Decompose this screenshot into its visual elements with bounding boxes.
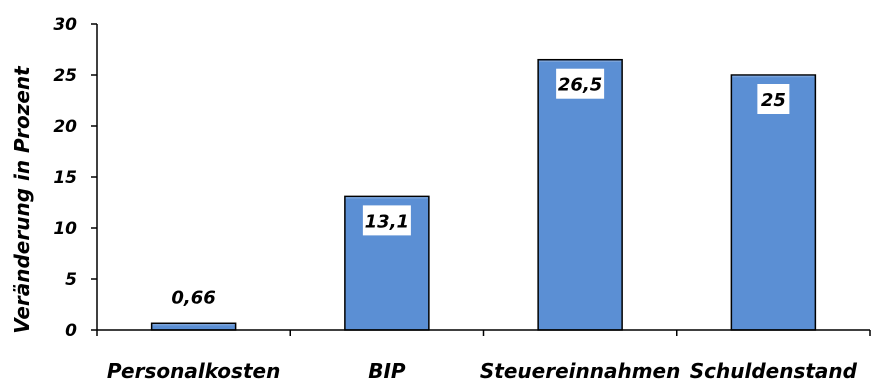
x-category-label: BIP bbox=[368, 359, 406, 383]
data-label-box bbox=[556, 68, 605, 99]
y-tick-label: 30 bbox=[53, 15, 77, 35]
x-axis: Personalkosten BIP Steuereinnahmen Schulden… bbox=[96, 329, 871, 383]
data-label: 13,1 bbox=[365, 211, 409, 232]
x-category-label: Personalkosten bbox=[107, 359, 280, 383]
data-label: 25 bbox=[761, 90, 786, 111]
bars: 0,66 13,1 26,5 25 bbox=[150, 58, 817, 331]
y-tick-label: 20 bbox=[53, 117, 77, 137]
data-label: 0,66 bbox=[171, 287, 215, 308]
data-label: 26,5 bbox=[558, 75, 602, 96]
bar-schuldenstand bbox=[730, 74, 817, 331]
y-tick-label: 0 bbox=[65, 321, 77, 341]
data-label-box bbox=[362, 205, 411, 236]
y-tick-label: 10 bbox=[53, 219, 77, 239]
bar-steuereinnahmen bbox=[537, 58, 623, 331]
y-tick-label: 15 bbox=[53, 168, 77, 188]
y-axis: 0 5 10 15 20 25 30 bbox=[53, 15, 98, 341]
data-label-box bbox=[757, 84, 790, 114]
x-category-label: Schuldenstand bbox=[690, 359, 858, 383]
y-axis-title: Veränderung in Prozent bbox=[10, 65, 34, 334]
y-tick-label: 5 bbox=[65, 270, 77, 290]
y-tick-label: 25 bbox=[53, 66, 77, 86]
x-category-label: Steuereinnahmen bbox=[480, 359, 680, 383]
